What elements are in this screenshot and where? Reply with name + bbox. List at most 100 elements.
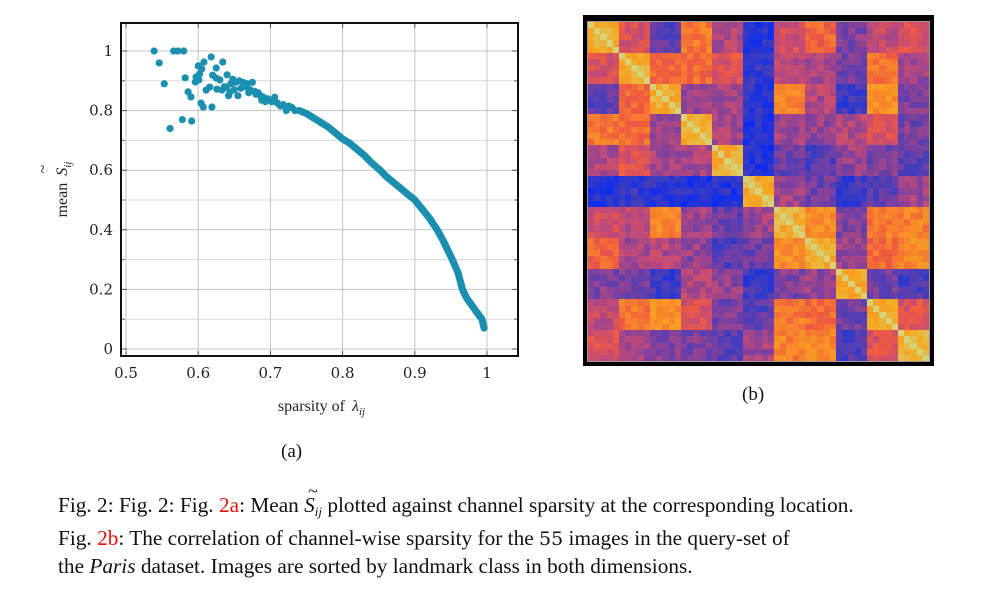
heatmap-cell (724, 354, 731, 361)
heatmap-cell (817, 225, 824, 232)
heatmap-cell (625, 311, 632, 318)
heatmap-cell (773, 34, 781, 41)
heatmap-cell (866, 126, 874, 133)
heatmap-cell (625, 132, 632, 140)
heatmap-cell (897, 163, 905, 170)
heatmap-cell (798, 58, 805, 66)
heatmap-cell (767, 71, 774, 78)
heatmap-cell (811, 89, 818, 96)
heatmap-cell (804, 114, 812, 121)
heatmap-cell (718, 274, 725, 281)
heatmap-cell (742, 354, 750, 361)
heatmap-cell (817, 348, 824, 355)
heatmap-cell (860, 182, 867, 189)
heatmap-cell (873, 250, 880, 257)
heatmap-cell (742, 169, 750, 177)
heatmap-cell (835, 219, 843, 226)
heatmap-cell (885, 268, 892, 275)
heatmap-cell (730, 28, 737, 35)
heatmap-cell (618, 126, 626, 133)
heatmap-cell (873, 348, 880, 355)
heatmap-cell (885, 95, 892, 103)
heatmap-cell (724, 311, 731, 318)
heatmap-cell (637, 293, 644, 300)
heatmap-cell (631, 169, 638, 177)
heatmap-cell (612, 317, 619, 325)
heatmap-cell (767, 157, 774, 164)
heatmap-cell (736, 225, 743, 232)
heatmap-cell (705, 114, 712, 121)
heatmap-cell (860, 237, 867, 244)
heatmap-cell (718, 354, 725, 361)
heatmap-cell (668, 188, 675, 195)
heatmap-cell (854, 262, 861, 269)
heatmap-cell (780, 324, 787, 331)
heatmap-cell (897, 231, 905, 238)
heatmap-cell (823, 262, 830, 269)
heatmap-cell (736, 120, 743, 127)
heatmap-cell (668, 237, 675, 244)
heatmap-cell (860, 77, 867, 84)
heatmap-cell (687, 231, 694, 238)
heatmap-cell (866, 89, 874, 96)
heatmap-cell (811, 58, 818, 66)
heatmap-cell (842, 280, 849, 288)
heatmap-cell (922, 182, 929, 189)
heatmap-cell (588, 28, 595, 35)
heatmap-cell (736, 274, 743, 281)
heatmap-cell (680, 71, 688, 78)
heatmap-cell (885, 200, 892, 207)
heatmap-cell (780, 65, 787, 72)
heatmap-cell (823, 132, 830, 140)
heatmap-cell (798, 40, 805, 47)
figure-ref-2b[interactable]: 2b (97, 526, 119, 550)
heatmap-cell (823, 274, 830, 281)
heatmap-cell (618, 139, 626, 146)
heatmap-cell (631, 324, 638, 331)
heatmap-cell (749, 139, 756, 146)
heatmap-cell (637, 114, 644, 121)
heatmap-cell (842, 58, 849, 66)
heatmap-cell (662, 225, 669, 232)
heatmap-cell (687, 77, 694, 84)
heatmap-cell (606, 225, 613, 232)
heatmap-cell (680, 52, 688, 59)
heatmap-cell (761, 225, 768, 232)
heatmap-cell (699, 219, 706, 226)
heatmap-cell (662, 280, 669, 288)
heatmap-cell (742, 132, 750, 140)
heatmap-cell (594, 145, 601, 152)
heatmap-cell (680, 102, 688, 109)
heatmap-cell (588, 231, 595, 238)
heatmap-cell (606, 219, 613, 226)
heatmap-cell (904, 145, 911, 152)
heatmap-cell (761, 40, 768, 47)
heatmap-cell (594, 336, 601, 343)
heatmap-cell (600, 163, 607, 170)
heatmap-cell (612, 77, 619, 84)
heatmap-cell (817, 22, 824, 29)
heatmap-cell (693, 28, 700, 35)
heatmap-cell (594, 311, 601, 318)
heatmap-cell (724, 71, 731, 78)
heatmap-cell (594, 219, 601, 226)
heatmap-cell (792, 28, 799, 35)
heatmap-cell (848, 219, 855, 226)
heatmap-cell (662, 231, 669, 238)
heatmap-cell (755, 268, 762, 275)
heatmap-cell (835, 46, 843, 53)
heatmap-cell (643, 237, 650, 244)
heatmap-cell (835, 157, 843, 164)
heatmap-cell (792, 200, 799, 207)
heatmap-cell (606, 34, 613, 41)
heatmap-cell (724, 58, 731, 66)
heatmap-cell (904, 22, 911, 29)
heatmap-cell (842, 83, 849, 90)
heatmap-cell (873, 213, 880, 220)
heatmap-cell (687, 330, 694, 337)
heatmap-cell (860, 22, 867, 29)
heatmap-cell (649, 274, 657, 281)
heatmap-cell (656, 176, 663, 183)
figure-ref-2a[interactable]: 2a (218, 493, 240, 517)
heatmap-cell (854, 287, 861, 294)
